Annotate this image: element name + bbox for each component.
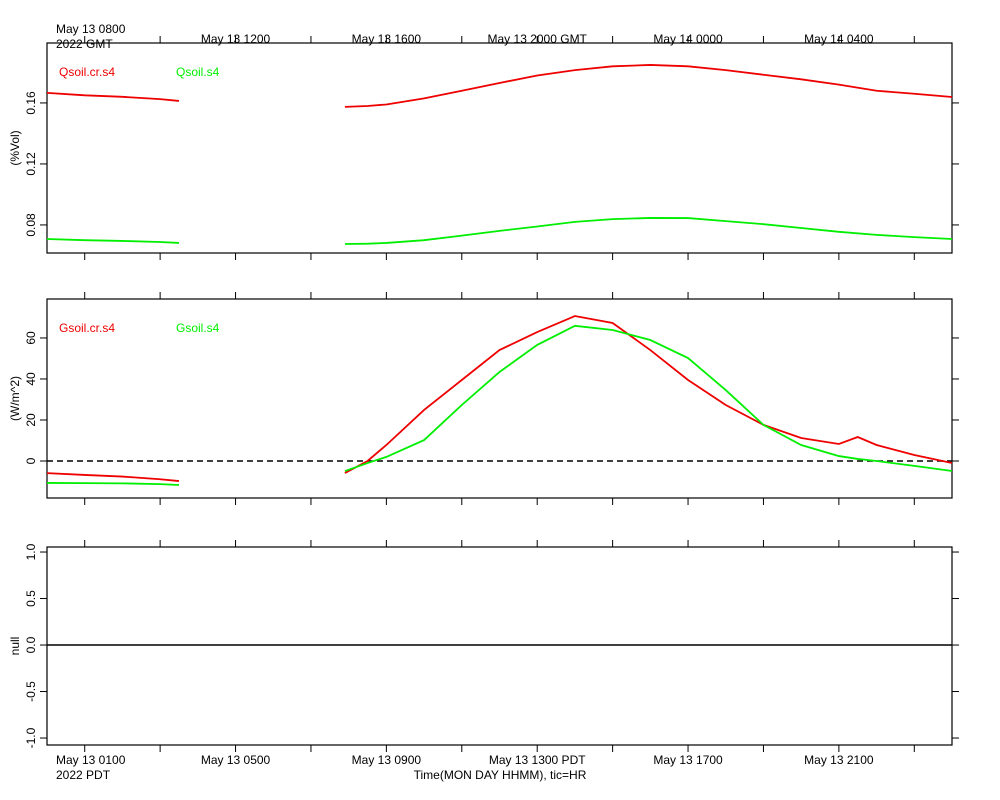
plot-frame <box>46 546 953 746</box>
y-axis-label: null <box>8 637 22 656</box>
legend-entry: Gsoil.s4 <box>176 321 220 335</box>
y-tick-label: -1.0 <box>24 727 38 748</box>
y-tick-label: 0 <box>24 457 38 464</box>
series-line <box>46 64 953 108</box>
y-tick-label: 0.0 <box>24 636 38 653</box>
x-axis-label: Time(MON DAY HHMM), tic=HR <box>414 768 587 782</box>
y-tick-label: 0.08 <box>24 213 38 237</box>
x-tick-label: May 13 0900 <box>352 753 422 767</box>
plot-frame <box>46 298 953 499</box>
y-tick-label: 0.12 <box>24 152 38 176</box>
x-note: 2022 PDT <box>56 768 111 782</box>
top-x-tick-label: May 13 1600 <box>352 32 422 46</box>
y-tick-label: 1.0 <box>24 543 38 560</box>
y-tick-label: -0.5 <box>24 681 38 702</box>
y-tick-label: 20 <box>24 413 38 427</box>
top-x-tick-label: May 13 2000 GMT <box>488 32 588 46</box>
x-tick-label: May 13 0100 <box>56 753 126 767</box>
x-tick-label: May 13 0500 <box>201 753 271 767</box>
legend-entry: Gsoil.cr.s4 <box>59 321 115 335</box>
series-line <box>46 315 953 482</box>
y-tick-label: 0.5 <box>24 590 38 607</box>
y-tick-label: 60 <box>24 331 38 345</box>
legend-entry: Qsoil.cr.s4 <box>59 65 115 79</box>
x-tick-label: May 13 2100 <box>804 753 874 767</box>
top-x-tick-label: May 13 0800 <box>56 22 126 36</box>
y-tick-label: 40 <box>24 372 38 386</box>
y-axis-label: (%Vol) <box>8 130 22 165</box>
top-x-tick-label: May 13 1200 <box>201 32 271 46</box>
series-line <box>46 324 953 486</box>
x-tick-label: May 13 1300 PDT <box>489 753 586 767</box>
top-x-note: 2022 GMT <box>56 37 113 51</box>
y-tick-label: 0.16 <box>24 91 38 115</box>
series-line <box>46 217 953 245</box>
plot-frame <box>46 42 953 254</box>
top-x-tick-label: May 14 0000 <box>653 32 723 46</box>
y-axis-label: (W/m^2) <box>8 376 22 421</box>
x-tick-label: May 13 1700 <box>653 753 723 767</box>
legend-entry: Qsoil.s4 <box>176 65 220 79</box>
top-x-tick-label: May 14 0400 <box>804 32 874 46</box>
